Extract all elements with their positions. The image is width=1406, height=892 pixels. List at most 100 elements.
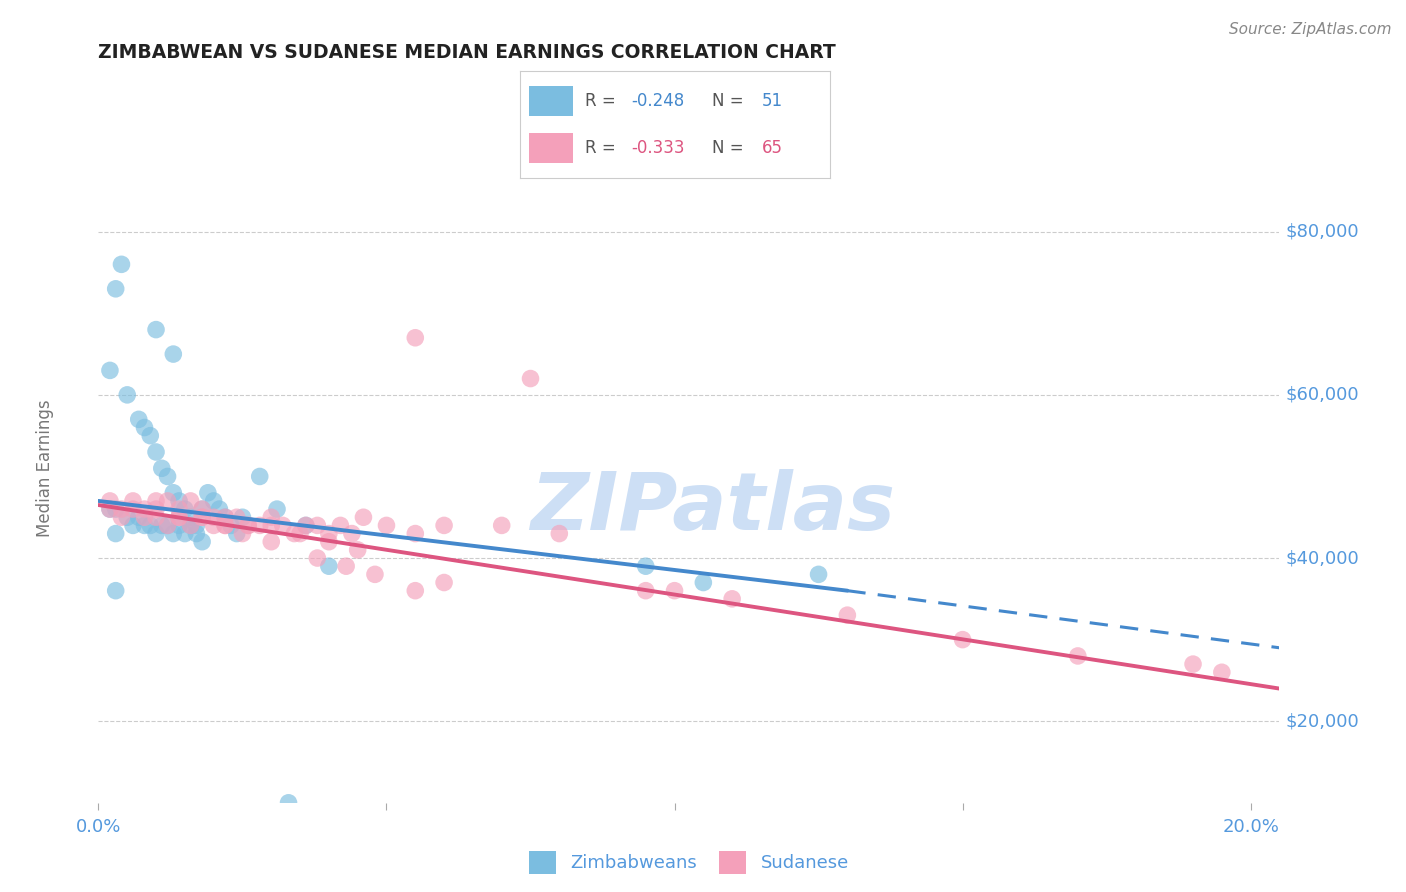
Point xyxy=(134,420,156,434)
Point xyxy=(122,518,145,533)
Point xyxy=(167,518,190,533)
Point xyxy=(110,502,132,516)
Point xyxy=(952,632,974,647)
Point xyxy=(191,534,214,549)
Point xyxy=(295,518,318,533)
Point xyxy=(191,510,214,524)
Point xyxy=(104,526,127,541)
Point xyxy=(249,469,271,483)
Text: Median Earnings: Median Earnings xyxy=(37,400,55,537)
Point xyxy=(134,518,156,533)
Point xyxy=(180,494,202,508)
Point xyxy=(145,510,167,524)
Point xyxy=(167,510,190,524)
Point xyxy=(352,510,374,524)
Point xyxy=(404,583,426,598)
Point xyxy=(162,526,184,541)
Point xyxy=(139,518,162,533)
Point xyxy=(519,371,541,385)
Point xyxy=(837,608,859,623)
Point xyxy=(634,559,657,574)
Point xyxy=(156,518,179,533)
Text: R =: R = xyxy=(585,93,621,111)
Point xyxy=(162,485,184,500)
Point xyxy=(664,583,686,598)
Point xyxy=(214,518,236,533)
Point xyxy=(156,469,179,483)
Point xyxy=(721,591,744,606)
Point xyxy=(214,510,236,524)
Point xyxy=(249,518,271,533)
Point xyxy=(1067,648,1090,663)
Point xyxy=(122,502,145,516)
Point xyxy=(156,494,179,508)
Point xyxy=(277,796,299,810)
Point xyxy=(167,494,190,508)
Point xyxy=(231,510,253,524)
Point xyxy=(191,502,214,516)
Point xyxy=(346,542,368,557)
Point xyxy=(180,510,202,524)
Text: ZIPatlas: ZIPatlas xyxy=(530,469,896,548)
Point xyxy=(104,583,127,598)
Point xyxy=(288,526,311,541)
Text: $80,000: $80,000 xyxy=(1285,223,1360,241)
Point xyxy=(375,518,398,533)
Point xyxy=(104,502,127,516)
Point xyxy=(238,518,260,533)
Text: N =: N = xyxy=(711,139,749,157)
Point xyxy=(104,282,127,296)
Point xyxy=(145,526,167,541)
Point xyxy=(122,494,145,508)
Point xyxy=(340,526,363,541)
Point xyxy=(433,518,456,533)
Point xyxy=(145,494,167,508)
Point xyxy=(214,510,236,524)
Point xyxy=(329,518,352,533)
Point xyxy=(260,518,283,533)
Point xyxy=(318,534,340,549)
Point xyxy=(307,518,329,533)
Point xyxy=(225,510,247,524)
Text: $20,000: $20,000 xyxy=(1285,712,1360,731)
Point xyxy=(145,502,167,516)
Text: $60,000: $60,000 xyxy=(1285,386,1360,404)
Point xyxy=(139,428,162,442)
Point xyxy=(145,323,167,337)
Point xyxy=(167,502,190,516)
Point xyxy=(98,502,121,516)
Text: $40,000: $40,000 xyxy=(1285,549,1360,567)
Point xyxy=(186,518,208,533)
Text: -0.333: -0.333 xyxy=(631,139,685,157)
Point xyxy=(692,575,714,590)
Point xyxy=(283,526,305,541)
Point xyxy=(98,363,121,377)
Point xyxy=(202,510,225,524)
Point xyxy=(1211,665,1233,680)
Point xyxy=(162,347,184,361)
Point xyxy=(208,502,231,516)
Point xyxy=(98,494,121,508)
Point xyxy=(404,526,426,541)
Point xyxy=(307,551,329,566)
Point xyxy=(186,526,208,541)
Point xyxy=(634,583,657,598)
Point xyxy=(98,502,121,516)
Point xyxy=(260,510,283,524)
Point xyxy=(156,518,179,533)
Point xyxy=(225,526,247,541)
Point xyxy=(548,526,571,541)
Point xyxy=(364,567,387,582)
Point xyxy=(197,485,219,500)
Text: 65: 65 xyxy=(762,139,783,157)
Point xyxy=(271,518,294,533)
Point xyxy=(115,388,138,402)
Point xyxy=(807,567,830,582)
Text: N =: N = xyxy=(711,93,749,111)
Point xyxy=(219,518,242,533)
Point xyxy=(191,502,214,516)
Point xyxy=(1182,657,1205,672)
Point xyxy=(128,510,150,524)
Point xyxy=(115,510,138,524)
Point xyxy=(404,331,426,345)
